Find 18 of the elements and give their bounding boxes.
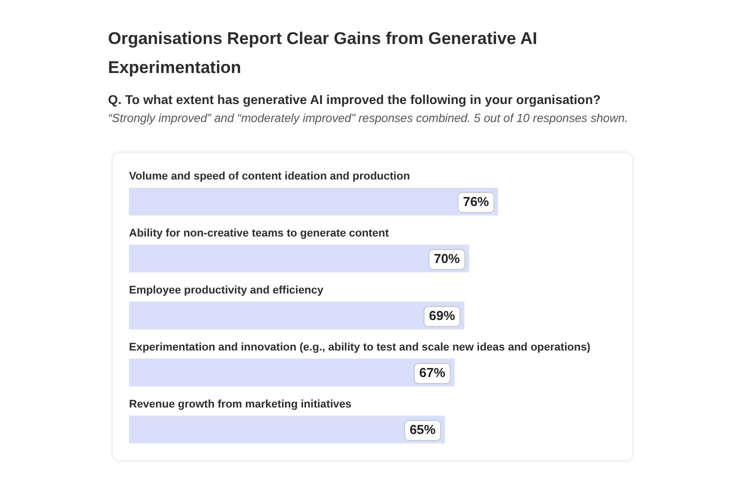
bar [129,244,470,272]
bar [129,302,464,330]
bar [129,188,498,216]
chart-subtitle: Q. To what extent has generative AI improved the following in your organisation? [108,92,601,107]
text: “Strongly improved” and “moderately improved” responses combined. 5 out of 10 responses shown. [108,111,628,125]
y-tick-label: Employee productivity and efficiency [129,284,324,297]
data-label: 70% [434,251,460,266]
data-label: 67% [419,365,446,380]
data-label: 69% [428,308,456,324]
y-tick-label: Volume and speed of content ideation and production [129,170,410,183]
bar [129,358,455,386]
y-tick-label: Revenue growth from marketing initiatives [129,398,352,411]
chart-title: Organisations Report Clear Gains from Generative AI Experimentation [108,28,538,79]
y-tick-label: Ability for non-creative teams to generate content [129,228,390,240]
data-label: 65% [410,422,436,438]
data-label: 76% [462,194,490,210]
bar [129,416,445,444]
y-tick-label: Experimentation and innovation (e.g., ability to test and scale new ideas and operations) [129,342,591,354]
